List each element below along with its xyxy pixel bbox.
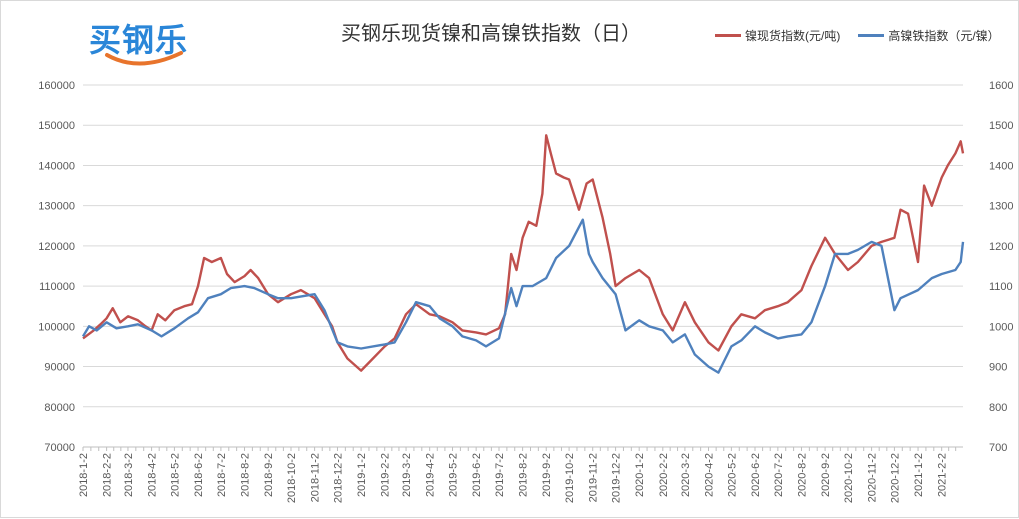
x-tick-label: 2018-9-2 [263, 453, 275, 497]
y-right-tick-label: 1600 [989, 80, 1013, 92]
x-tick-label: 2020-1-2 [634, 453, 646, 497]
legend-label-nickel-spot: 镍现货指数(元/吨) [745, 29, 841, 43]
y-left-tick-label: 80000 [44, 402, 75, 414]
y-right-tick-label: 1200 [989, 241, 1013, 253]
logo-swoosh-icon [105, 51, 183, 66]
y-left-tick-label: 160000 [38, 80, 75, 92]
y-left-tick-label: 150000 [38, 120, 75, 132]
legend-item-nickel-spot: 镍现货指数(元/吨) [715, 27, 840, 44]
y-right-tick-label: 800 [989, 402, 1007, 414]
x-tick-label: 2018-10-2 [286, 453, 298, 503]
brand-logo-text: 买钢乐 [89, 21, 189, 59]
x-tick-label: 2020-11-2 [867, 453, 879, 502]
x-tick-label: 2021-2-2 [937, 453, 949, 497]
x-tick-label: 2020-3-2 [680, 453, 692, 497]
y-right-tick-label: 1300 [989, 201, 1013, 213]
x-tick-label: 2020-5-2 [726, 453, 738, 497]
x-tick-label: 2020-8-2 [796, 453, 808, 497]
brand-logo: 买钢乐 [89, 15, 209, 69]
x-tick-label: 2020-2-2 [658, 453, 670, 497]
x-tick-label: 2019-9-2 [541, 453, 553, 497]
x-tick-label: 2019-7-2 [494, 453, 506, 497]
x-tick-label: 2018-6-2 [193, 453, 205, 497]
chart-legend: 镍现货指数(元/吨) 高镍铁指数（元/镍） [715, 27, 1000, 44]
x-tick-label: 2019-1-2 [356, 453, 368, 497]
x-tick-label: 2020-6-2 [750, 453, 762, 497]
y-right-tick-label: 900 [989, 362, 1007, 374]
x-tick-label: 2018-7-2 [216, 453, 228, 497]
x-tick-label: 2018-11-2 [310, 453, 322, 502]
y-left-tick-label: 140000 [38, 160, 75, 172]
x-tick-label: 2019-8-2 [518, 453, 530, 497]
legend-swatch-nickel-spot [715, 34, 741, 37]
x-tick-label: 2018-12-2 [332, 453, 344, 503]
x-tick-label: 2019-5-2 [448, 453, 460, 497]
x-tick-label: 2019-4-2 [425, 453, 437, 497]
legend-label-high-nickel-iron: 高镍铁指数（元/镍） [888, 29, 1000, 43]
x-tick-label: 2018-8-2 [240, 453, 252, 497]
x-tick-label: 2019-6-2 [471, 453, 483, 497]
x-tick-label: 2019-12-2 [611, 453, 623, 503]
legend-swatch-high-nickel-iron [858, 34, 885, 37]
x-tick-label: 2020-7-2 [773, 453, 785, 497]
y-left-tick-label: 90000 [44, 362, 75, 374]
x-tick-label: 2020-4-2 [704, 453, 716, 497]
y-left-tick-label: 130000 [38, 201, 75, 213]
x-tick-label: 2018-5-2 [169, 453, 181, 497]
x-tick-label: 2018-4-2 [147, 453, 159, 497]
y-right-tick-label: 1000 [989, 321, 1013, 333]
x-tick-label: 2019-11-2 [588, 453, 600, 502]
y-right-tick-label: 1400 [989, 160, 1013, 172]
legend-item-high-nickel-iron: 高镍铁指数（元/镍） [858, 27, 1000, 44]
y-left-tick-label: 100000 [38, 321, 75, 333]
x-tick-label: 2019-2-2 [380, 453, 392, 497]
y-left-tick-label: 70000 [44, 442, 75, 454]
x-tick-label: 2020-12-2 [889, 453, 901, 503]
series-line-high-nickel-iron [81, 218, 965, 374]
series-line-nickel-spot [82, 134, 965, 372]
x-tick-label: 2018-3-2 [123, 453, 135, 497]
x-tick-label: 2020-9-2 [820, 453, 832, 497]
x-tick-label: 2021-1-2 [913, 453, 925, 497]
x-tick-label: 2018-2-2 [102, 453, 114, 497]
y-left-tick-label: 120000 [38, 241, 75, 253]
y-right-tick-label: 1500 [989, 120, 1013, 132]
x-tick-label: 2019-3-2 [401, 453, 413, 497]
x-tick-label: 2019-10-2 [564, 453, 576, 503]
y-left-tick-label: 110000 [39, 281, 75, 293]
chart-title: 买钢乐现货镍和高镍铁指数（日） [341, 21, 641, 45]
x-tick-label: 2020-10-2 [843, 453, 855, 503]
x-tick-label: 2018-1-2 [78, 453, 90, 497]
y-right-tick-label: 1100 [989, 281, 1013, 293]
y-right-tick-label: 700 [989, 442, 1007, 454]
